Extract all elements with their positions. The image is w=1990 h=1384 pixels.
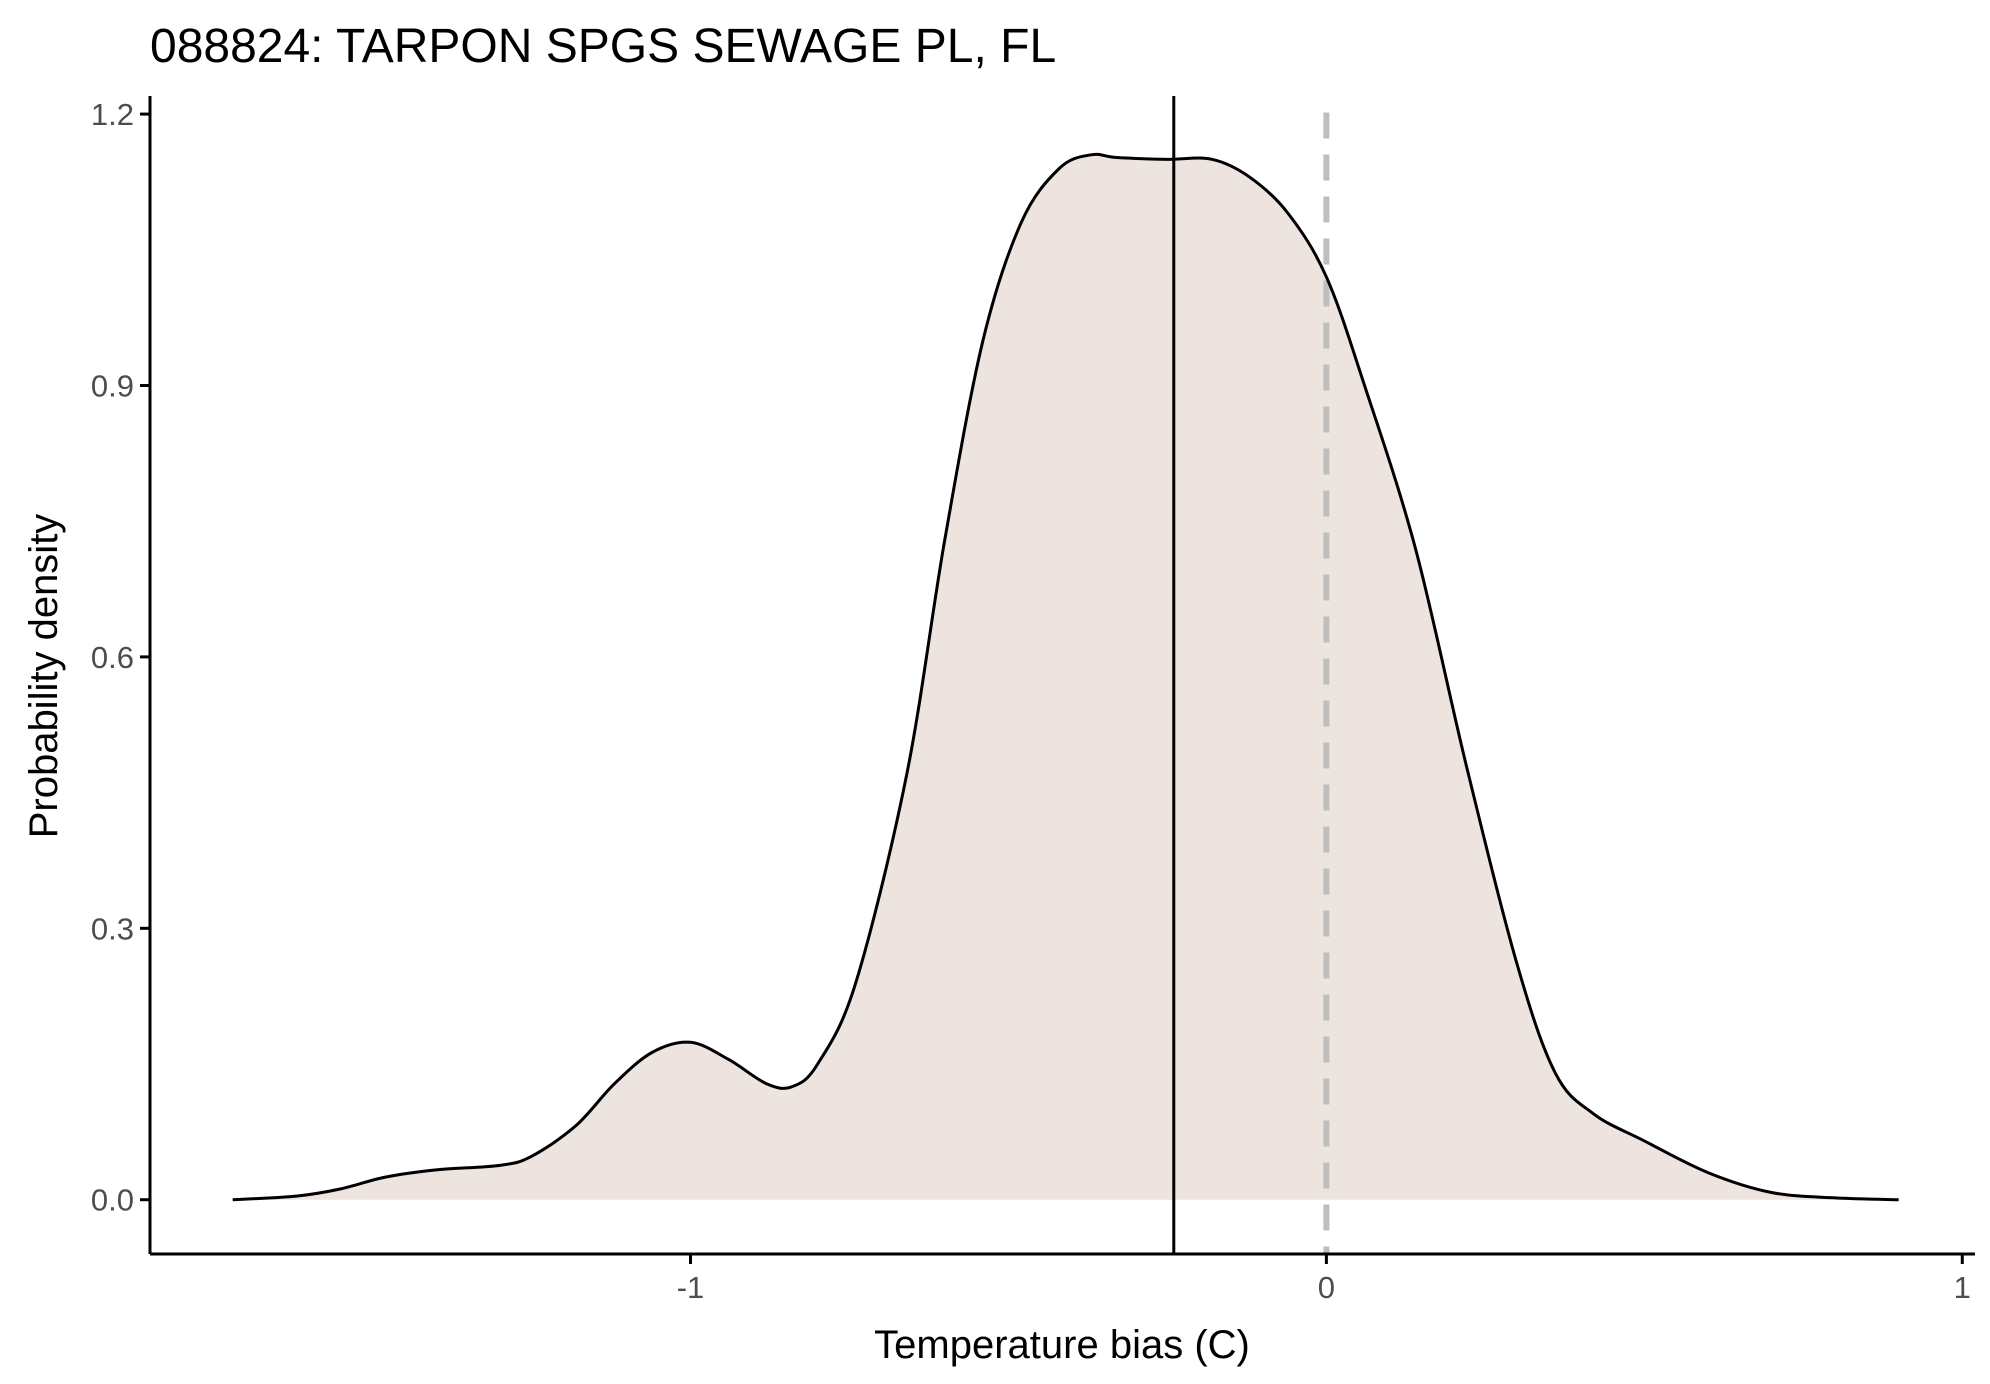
y-axis-ticks: 0.0 0.3 0.6 0.9 1.2 xyxy=(91,97,150,1218)
y-tick-label: 0.3 xyxy=(91,911,134,946)
density-curve xyxy=(232,152,1899,1202)
density-area xyxy=(232,154,1899,1200)
y-tick-label: 0.0 xyxy=(91,1183,134,1218)
x-axis-ticks: -1 0 1 xyxy=(677,1254,1971,1305)
x-tick-label: 1 xyxy=(1954,1270,1971,1305)
y-tick-label: 0.9 xyxy=(91,369,134,404)
chart-title: 088824: TARPON SPGS SEWAGE PL, FL xyxy=(150,20,1056,73)
y-tick-label: 0.6 xyxy=(91,640,134,675)
x-axis-title: Temperature bias (C) xyxy=(874,1323,1250,1367)
x-tick-label: -1 xyxy=(677,1270,705,1305)
x-tick-label: 0 xyxy=(1318,1270,1335,1305)
plot-layer xyxy=(232,96,1899,1254)
y-tick-label: 1.2 xyxy=(91,97,134,132)
y-axis-title: Probability density xyxy=(22,514,66,839)
